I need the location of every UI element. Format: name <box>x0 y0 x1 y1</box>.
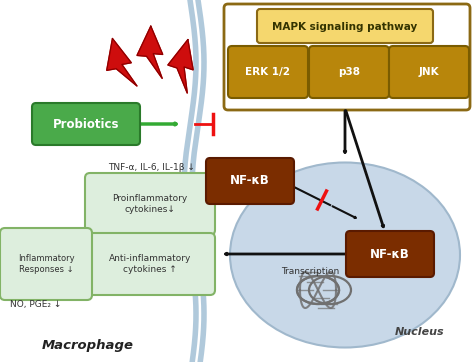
FancyBboxPatch shape <box>389 46 469 98</box>
Polygon shape <box>168 39 193 93</box>
FancyBboxPatch shape <box>224 4 470 110</box>
Polygon shape <box>107 38 137 86</box>
Text: Probiotics: Probiotics <box>53 118 119 130</box>
FancyBboxPatch shape <box>257 9 433 43</box>
FancyBboxPatch shape <box>85 173 215 235</box>
Ellipse shape <box>230 163 460 348</box>
FancyBboxPatch shape <box>228 46 308 98</box>
Text: NF-κB: NF-κB <box>370 248 410 261</box>
FancyBboxPatch shape <box>32 103 140 145</box>
Text: Inflammatory
Responses ↓: Inflammatory Responses ↓ <box>18 254 74 274</box>
Text: TNF-α, IL-6, IL-1β ↓: TNF-α, IL-6, IL-1β ↓ <box>109 164 195 173</box>
Text: MAPK signaling pathway: MAPK signaling pathway <box>273 22 418 32</box>
FancyBboxPatch shape <box>85 233 215 295</box>
FancyBboxPatch shape <box>0 228 92 300</box>
Text: NF-κB: NF-κB <box>230 174 270 188</box>
FancyBboxPatch shape <box>206 158 294 204</box>
Text: p38: p38 <box>338 67 360 77</box>
Text: Macrophage: Macrophage <box>42 338 134 352</box>
Text: Anti-inflammatory
cytokines ↑: Anti-inflammatory cytokines ↑ <box>109 254 191 274</box>
Polygon shape <box>137 26 163 79</box>
Text: JNK: JNK <box>419 67 439 77</box>
Text: Proinflammatory
cytokines↓: Proinflammatory cytokines↓ <box>112 194 188 214</box>
Text: ERK 1/2: ERK 1/2 <box>246 67 291 77</box>
FancyBboxPatch shape <box>309 46 389 98</box>
Text: NO, PGE₂ ↓: NO, PGE₂ ↓ <box>10 300 62 310</box>
Text: Transcription: Transcription <box>281 268 339 277</box>
FancyBboxPatch shape <box>346 231 434 277</box>
Text: Nucleus: Nucleus <box>395 327 445 337</box>
